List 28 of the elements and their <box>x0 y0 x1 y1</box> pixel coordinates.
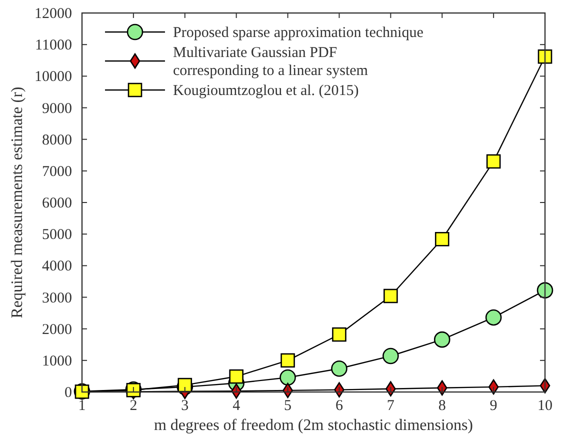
y-tick-label: 11000 <box>35 38 72 54</box>
y-tick-label: 4000 <box>42 258 72 275</box>
x-tick-label: 2 <box>130 398 138 414</box>
y-tick-label: 6000 <box>42 196 72 212</box>
y-tick-label: 0 <box>64 385 72 401</box>
x-tick-label: 4 <box>232 398 241 414</box>
x-tick-label: 5 <box>284 398 292 414</box>
legend-label: Proposed sparse approximation technique <box>173 25 424 41</box>
x-tick-label: 8 <box>438 398 446 414</box>
y-tick-label: 10000 <box>34 69 72 86</box>
y-tick-label: 2000 <box>42 322 72 338</box>
y-tick-label: 9000 <box>42 100 72 117</box>
y-tick-label: 8000 <box>42 132 72 148</box>
legend-label: Kougioumtzoglou et al. (2015) <box>173 83 359 99</box>
y-tick-label: 1000 <box>42 353 72 370</box>
x-axis-title: m degrees of freedom (2m stochastic dimensions) <box>154 417 474 434</box>
x-tick-label: 10 <box>538 398 552 414</box>
y-tick-label: 5000 <box>42 227 72 244</box>
x-tick-label: 9 <box>490 398 498 414</box>
y-tick-label: 7000 <box>42 164 72 180</box>
legend-label: Multivariate Gaussian PDF corresponding to a linear system <box>173 45 368 79</box>
y-tick-label: 3000 <box>42 290 72 306</box>
y-tick-label: 12000 <box>34 6 72 22</box>
x-tick-label: 7 <box>386 398 395 414</box>
x-tick-label: 6 <box>335 398 344 414</box>
y-axis-title: Required measurements estimate (r) <box>9 86 26 318</box>
x-tick-label: 1 <box>78 398 86 414</box>
x-tick-label: 3 <box>181 398 189 414</box>
